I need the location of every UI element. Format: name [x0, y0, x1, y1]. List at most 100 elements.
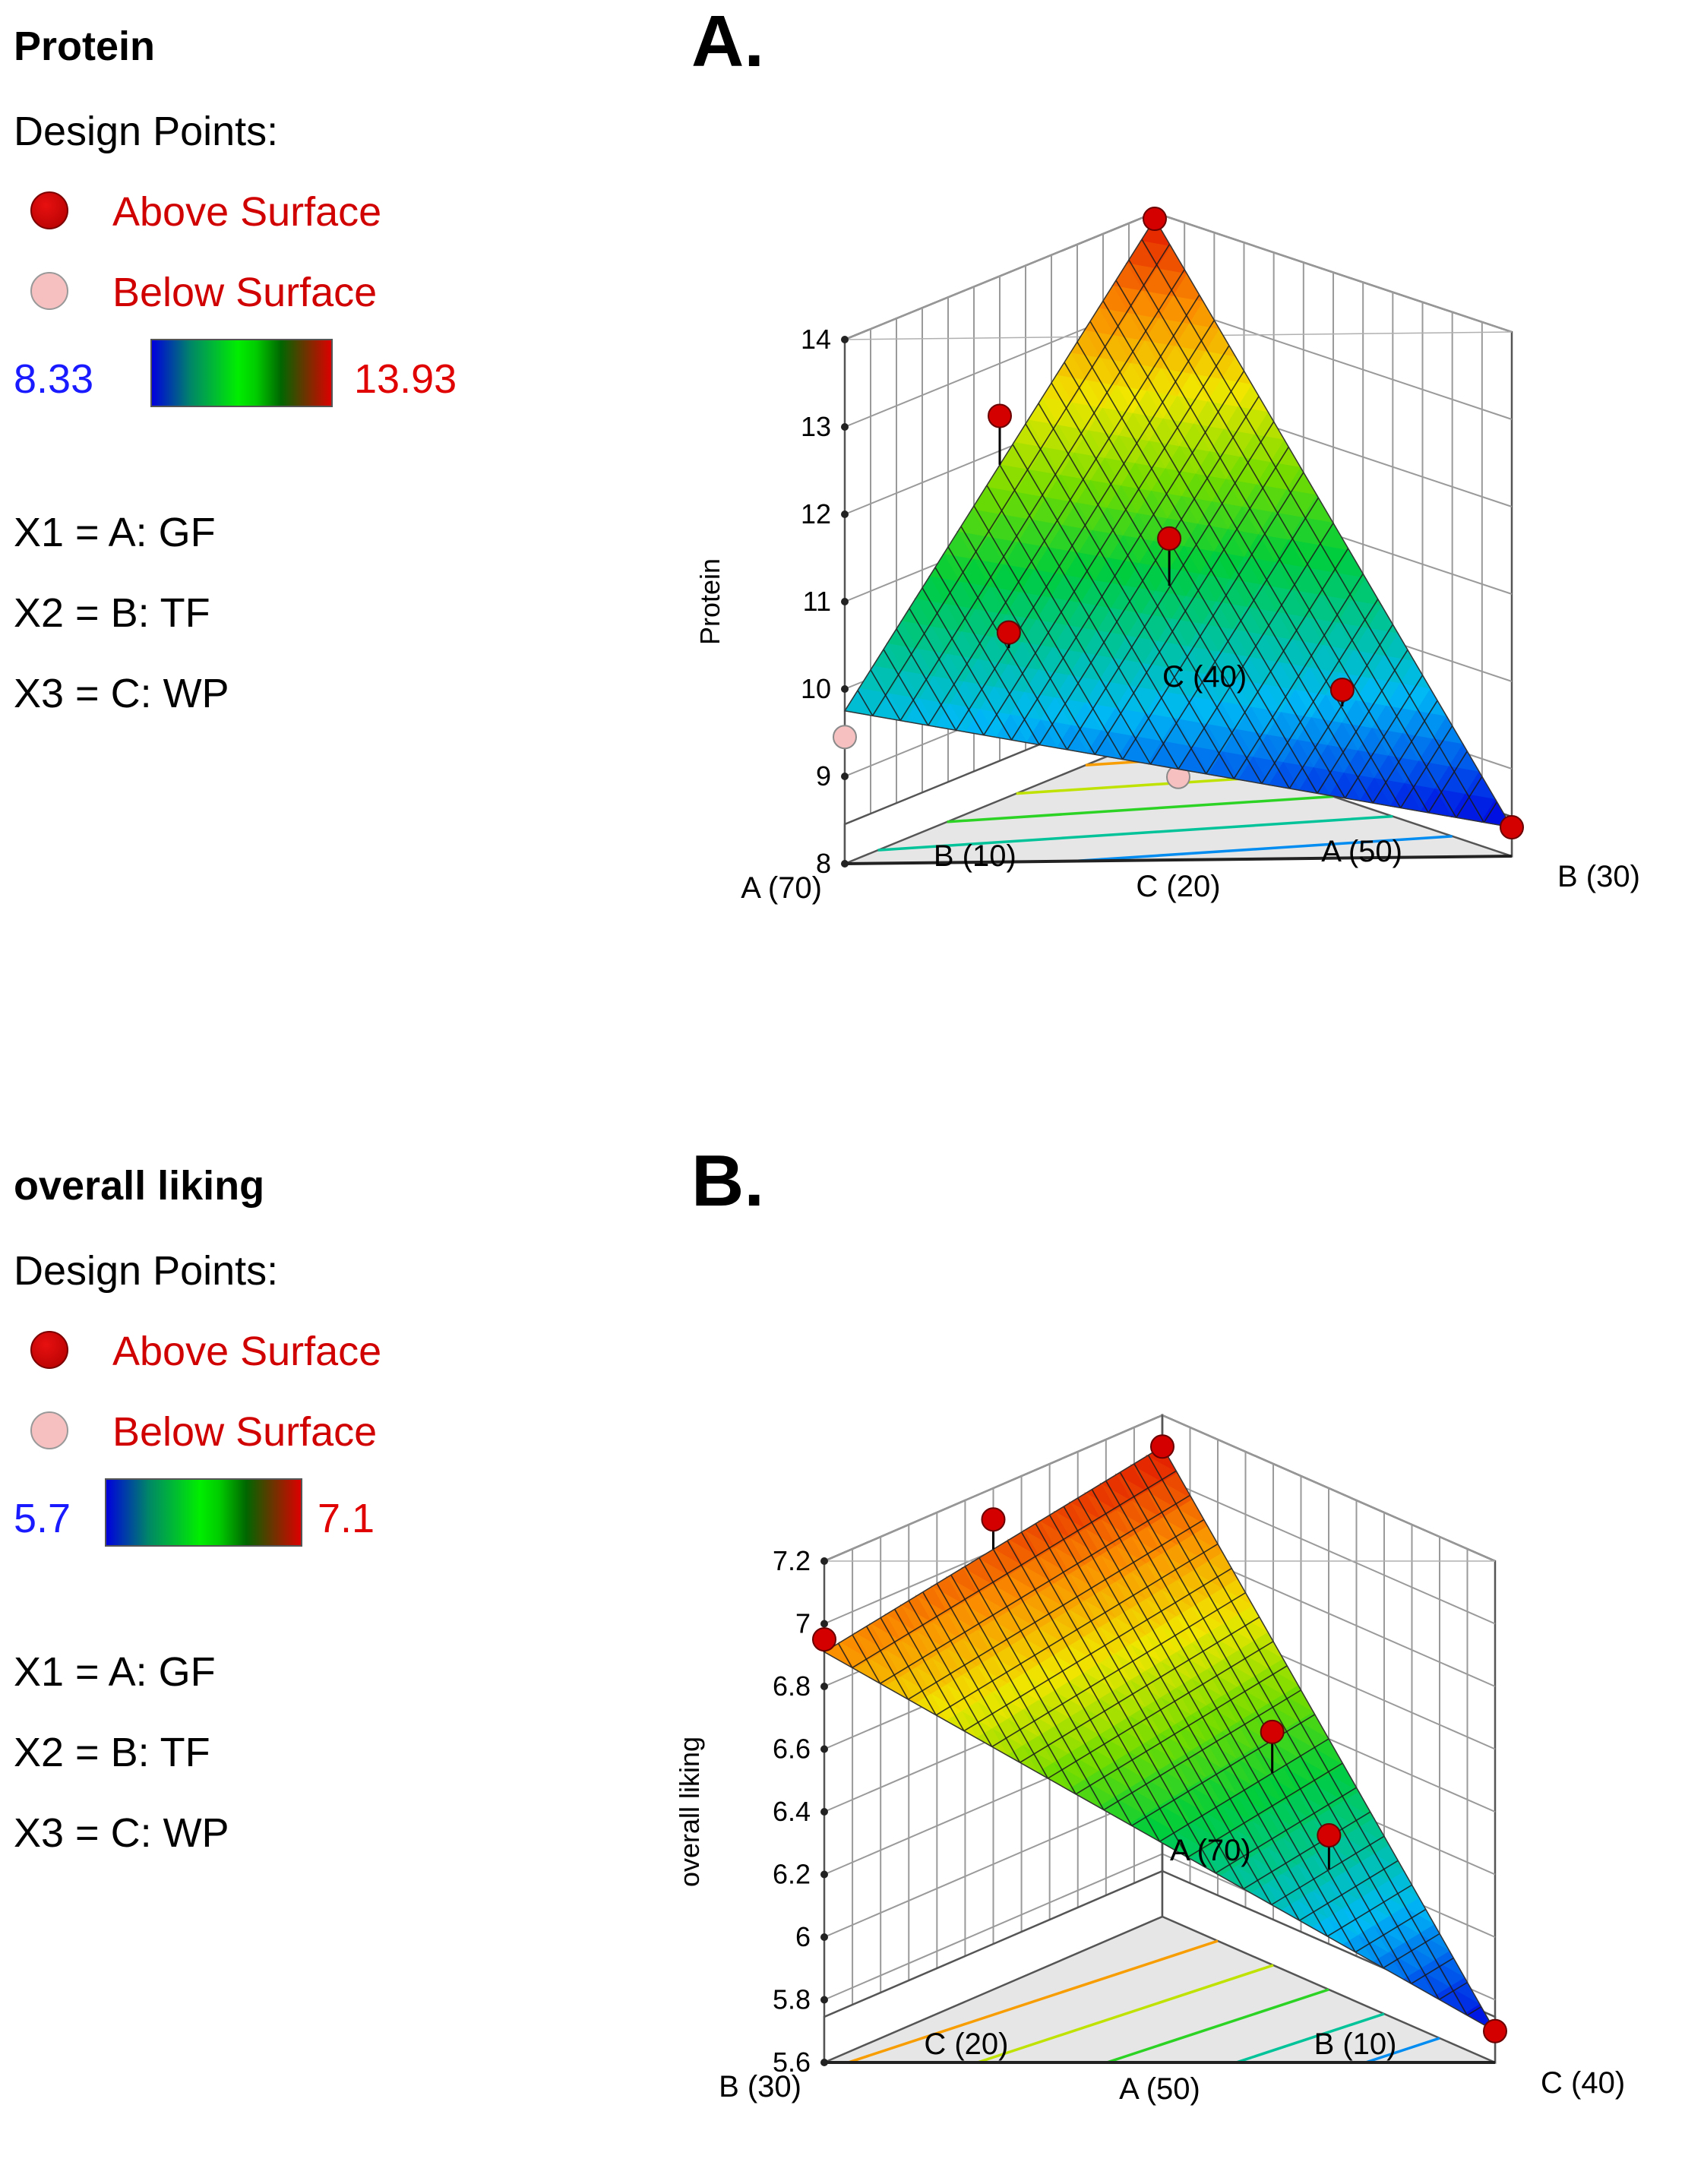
- grid-line: [824, 1414, 1163, 1562]
- z-tick-label: 10: [801, 673, 831, 704]
- surface-mesh-line: [1261, 599, 1379, 784]
- factor-x2: X2 = B: TF: [14, 1730, 210, 1775]
- surface-mesh-line: [1094, 446, 1289, 755]
- vertex-label-left: A (70): [741, 871, 822, 905]
- z-tick-label: 11: [803, 586, 831, 617]
- z-tick-label: 6.4: [773, 1796, 811, 1827]
- z-tick-dot: [820, 1745, 828, 1753]
- response-surface: [843, 217, 1513, 829]
- panel-letter-b: B.: [691, 1140, 764, 1222]
- surface-mesh-line: [973, 505, 1124, 760]
- surface-mesh-line: [1089, 321, 1374, 804]
- surface-mesh-line: [1215, 1787, 1357, 1874]
- design-points-label: Design Points:: [14, 109, 279, 154]
- design-point-above: [1157, 526, 1182, 551]
- design-point-above: [1500, 815, 1524, 840]
- z-tick-label: 12: [801, 498, 831, 529]
- edge-label-front: A (50): [1119, 2072, 1200, 2106]
- panel-letter-a: A.: [691, 1, 764, 82]
- surface-mesh-line: [947, 546, 1068, 751]
- surface-mesh-line: [894, 1608, 965, 1732]
- design-point-above: [981, 1507, 1006, 1532]
- grid-line: [1154, 212, 1513, 333]
- z-tick-dot: [820, 1808, 828, 1816]
- z-tick-label: 6: [795, 1921, 811, 1952]
- z-tick-label: 8: [816, 848, 831, 879]
- design-point-above: [988, 403, 1012, 428]
- z-tick-label: 5.6: [773, 2047, 811, 2078]
- surface-outline: [843, 217, 1513, 829]
- surface-mesh-line: [1187, 1762, 1343, 1858]
- surface-mesh-line: [936, 1583, 1049, 1779]
- surface-mesh-line: [1020, 1531, 1216, 1874]
- edge-label-left: B (10): [934, 839, 1016, 873]
- surface-mesh-line: [1159, 1738, 1329, 1842]
- surface-mesh-line: [1035, 1523, 1244, 1889]
- protein-surface-plot: 8 9 10 11 12 13 14 Protein A (70) B (30) C (40) B (…: [694, 207, 1640, 905]
- surface-mesh-line: [857, 690, 874, 716]
- design-points-above: [812, 1434, 1507, 2043]
- surface-mesh-line: [1066, 421, 1275, 751]
- surface-mesh-line: [1147, 1455, 1468, 2016]
- design-point-above: [1317, 1823, 1342, 1848]
- overall-liking-surface-plot: 5.6 5.8 6 6.2 6.4 6.6 6.8 7 7.2 overall liking B (…: [674, 1414, 1625, 2106]
- contour-line: [977, 1964, 1274, 2064]
- surface-mesh-line: [870, 669, 901, 721]
- grid-line: [1162, 1477, 1496, 1625]
- below-surface-label: Below Surface: [112, 1409, 378, 1455]
- surface-mesh-line: [1288, 624, 1394, 789]
- surface-mesh-line: [1383, 1933, 1440, 1969]
- z-tick-dot: [841, 685, 849, 693]
- design-point-above: [1260, 1719, 1285, 1744]
- surface-mesh-line: [1141, 239, 1485, 823]
- color-scale-max: 7.1: [318, 1496, 375, 1541]
- surface-mesh-line: [1344, 675, 1424, 799]
- grid-line: [824, 1853, 1163, 2001]
- surface-mesh-line: [1038, 403, 1263, 784]
- surface-mesh-line: [1439, 1981, 1468, 2000]
- above-surface-marker-icon: [30, 191, 68, 229]
- contour-line: [877, 814, 1393, 852]
- above-surface-label: Above Surface: [112, 189, 382, 235]
- factor-x3: X3 = C: WP: [14, 1810, 229, 1856]
- design-point-above: [1329, 678, 1355, 703]
- z-axis-title: overall liking: [674, 1737, 705, 1887]
- factor-x1: X1 = A: GF: [14, 1649, 216, 1695]
- legend-protein: Protein Design Points: Above Surface Bel…: [14, 23, 500, 716]
- edge-label-right: B (10): [1314, 2028, 1397, 2061]
- below-surface-label: Below Surface: [112, 270, 378, 315]
- base-triangle: [823, 1870, 1497, 2064]
- factor-x1: X1 = A: GF: [14, 510, 216, 555]
- z-tick-dot: [820, 1620, 828, 1628]
- surface-mesh-line: [896, 628, 957, 731]
- surface-mesh-line: [883, 649, 929, 726]
- contour-line: [1365, 2037, 1440, 2064]
- surface-mesh-line: [907, 1519, 1205, 1700]
- surface-mesh-line: [1355, 1908, 1427, 1953]
- z-tick-label: 6.8: [773, 1670, 811, 1702]
- surface-mesh-line: [1063, 1506, 1301, 1921]
- surface-mesh-line: [1271, 1835, 1385, 1906]
- z-tick-dot: [820, 1683, 828, 1690]
- surface-mesh-line: [934, 567, 1040, 745]
- surface-mesh-line: [1456, 776, 1483, 818]
- surface-mesh-line: [908, 1600, 993, 1747]
- surface-mesh-line: [1466, 2006, 1482, 2016]
- surface-mesh-line: [928, 294, 1200, 726]
- z-tick-label: 14: [801, 324, 831, 355]
- surface-mesh-line: [837, 1642, 853, 1668]
- factor-x2: X2 = B: TF: [14, 590, 210, 636]
- surface-mesh-line: [1007, 1540, 1188, 1858]
- design-point-above: [1143, 207, 1167, 232]
- surface-mesh-line: [950, 1574, 1076, 1795]
- color-scale-bar: [150, 339, 333, 407]
- z-tick-label: 7: [795, 1608, 811, 1639]
- surface-mesh-line: [963, 1567, 1232, 1732]
- surface-mesh-line: [1399, 725, 1453, 808]
- z-tick-label: 6.2: [773, 1859, 811, 1890]
- z-tick-dot: [841, 773, 849, 780]
- z-tick-dot: [841, 598, 849, 605]
- surface-mesh-line: [1025, 423, 1235, 779]
- legend-title: overall liking: [14, 1163, 265, 1209]
- surface-mesh-line: [1427, 751, 1468, 814]
